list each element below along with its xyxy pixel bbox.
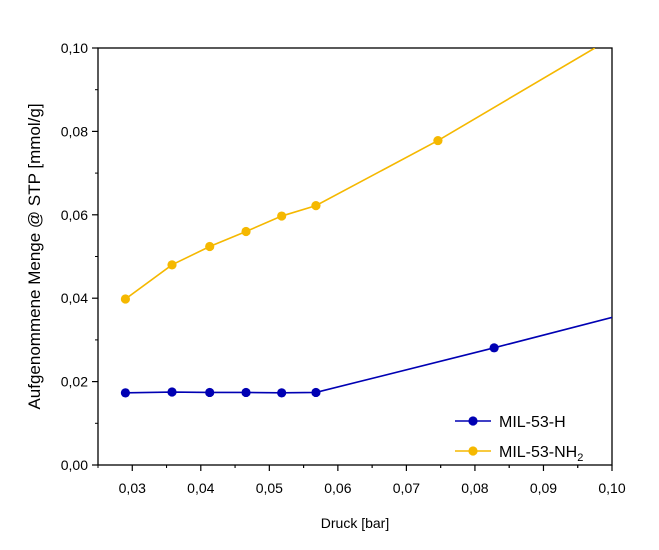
data-point bbox=[241, 387, 251, 398]
plot-frame bbox=[97, 47, 613, 466]
data-point bbox=[120, 294, 131, 304]
axes: 0,03 0,04 0,05 0,06 0,07 0,08 0,09 0,10 0,00 0,02… bbox=[25, 40, 626, 531]
legend-marker bbox=[468, 446, 478, 456]
y-tick-label: 0,04 bbox=[61, 290, 88, 306]
x-tick-label: 0,07 bbox=[393, 480, 420, 496]
legend-entry-2: MIL-53-NH2 bbox=[455, 444, 583, 464]
series-1 bbox=[120, 316, 612, 398]
y-tick-label: 0,00 bbox=[61, 457, 88, 473]
legend-marker bbox=[468, 416, 478, 426]
series-2 bbox=[120, 48, 596, 304]
data-point bbox=[205, 241, 215, 252]
data-point bbox=[120, 388, 131, 398]
x-tick-label: 0,03 bbox=[119, 480, 146, 496]
x-tick-label: 0,10 bbox=[598, 480, 625, 496]
x-tick-label: 0,08 bbox=[461, 480, 488, 496]
y-tick-label: 0,02 bbox=[61, 374, 88, 390]
y-tick-label: 0,06 bbox=[61, 207, 88, 223]
x-tick-label: 0,06 bbox=[324, 480, 351, 496]
y-axis-title: Aufgenommene Menge @ STP [mmol/g] bbox=[25, 103, 44, 409]
x-axis-title: Druck [bar] bbox=[321, 515, 389, 531]
data-point bbox=[167, 387, 177, 397]
data-point bbox=[311, 387, 321, 398]
x-tick-label: 0,04 bbox=[187, 480, 214, 496]
legend-label: MIL-53-NH2 bbox=[499, 444, 583, 464]
y-tick-label: 0,10 bbox=[61, 40, 88, 56]
data-point bbox=[205, 387, 215, 398]
data-point bbox=[167, 260, 177, 270]
data-point bbox=[433, 135, 443, 146]
x-tick-label: 0,09 bbox=[530, 480, 557, 496]
data-point bbox=[489, 343, 499, 353]
data-point bbox=[277, 388, 287, 398]
data-point bbox=[311, 201, 321, 211]
legend-entry-1: MIL-53-H bbox=[455, 414, 566, 431]
x-tick-label: 0,05 bbox=[256, 480, 283, 496]
data-point bbox=[277, 211, 287, 221]
data-point bbox=[241, 226, 251, 237]
series-layer bbox=[120, 48, 612, 398]
y-tick-label: 0,08 bbox=[61, 123, 88, 139]
series-line bbox=[125, 316, 612, 394]
legend: MIL-53-H MIL-53-NH2 bbox=[455, 414, 583, 464]
legend-label: MIL-53-H bbox=[499, 414, 566, 431]
series-line bbox=[124, 48, 596, 300]
